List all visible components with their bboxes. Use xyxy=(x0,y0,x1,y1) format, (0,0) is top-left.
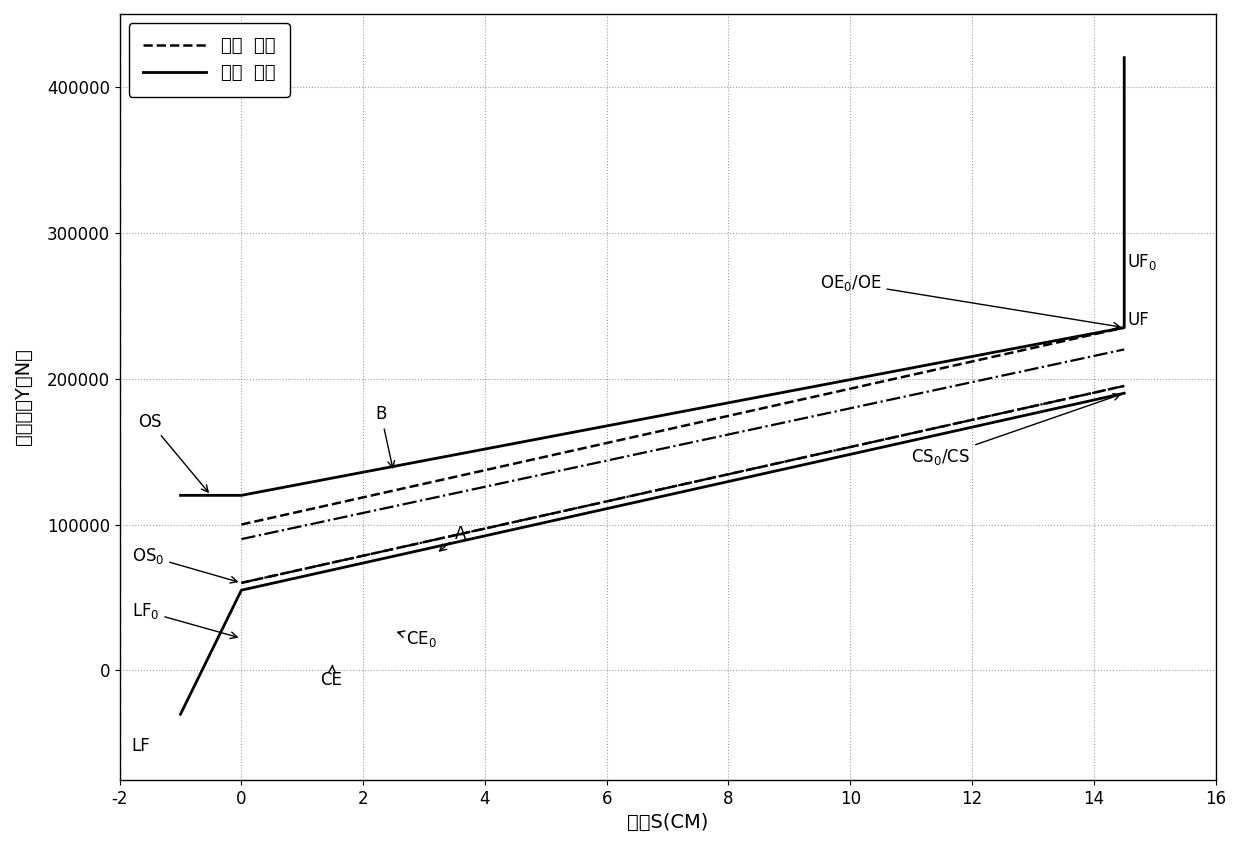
Text: A: A xyxy=(439,525,466,551)
Text: CE: CE xyxy=(321,665,342,689)
Text: LF: LF xyxy=(131,737,150,755)
Text: OE$_0$/OE: OE$_0$/OE xyxy=(820,273,1120,329)
Y-axis label: 油动机力Y（N）: 油动机力Y（N） xyxy=(14,349,33,445)
Text: UF: UF xyxy=(1127,311,1149,329)
Text: UF$_0$: UF$_0$ xyxy=(1127,252,1157,272)
X-axis label: 行程S(CM): 行程S(CM) xyxy=(627,813,708,832)
Text: CE$_0$: CE$_0$ xyxy=(398,629,436,649)
Text: B: B xyxy=(376,405,394,468)
Text: CS$_0$/CS: CS$_0$/CS xyxy=(911,393,1120,467)
Text: OS: OS xyxy=(138,413,208,492)
Legend: 基准  曲线, 故障  曲线: 基准 曲线, 故障 曲线 xyxy=(129,23,290,96)
Text: LF$_0$: LF$_0$ xyxy=(131,602,237,639)
Text: OS$_0$: OS$_0$ xyxy=(131,546,237,583)
